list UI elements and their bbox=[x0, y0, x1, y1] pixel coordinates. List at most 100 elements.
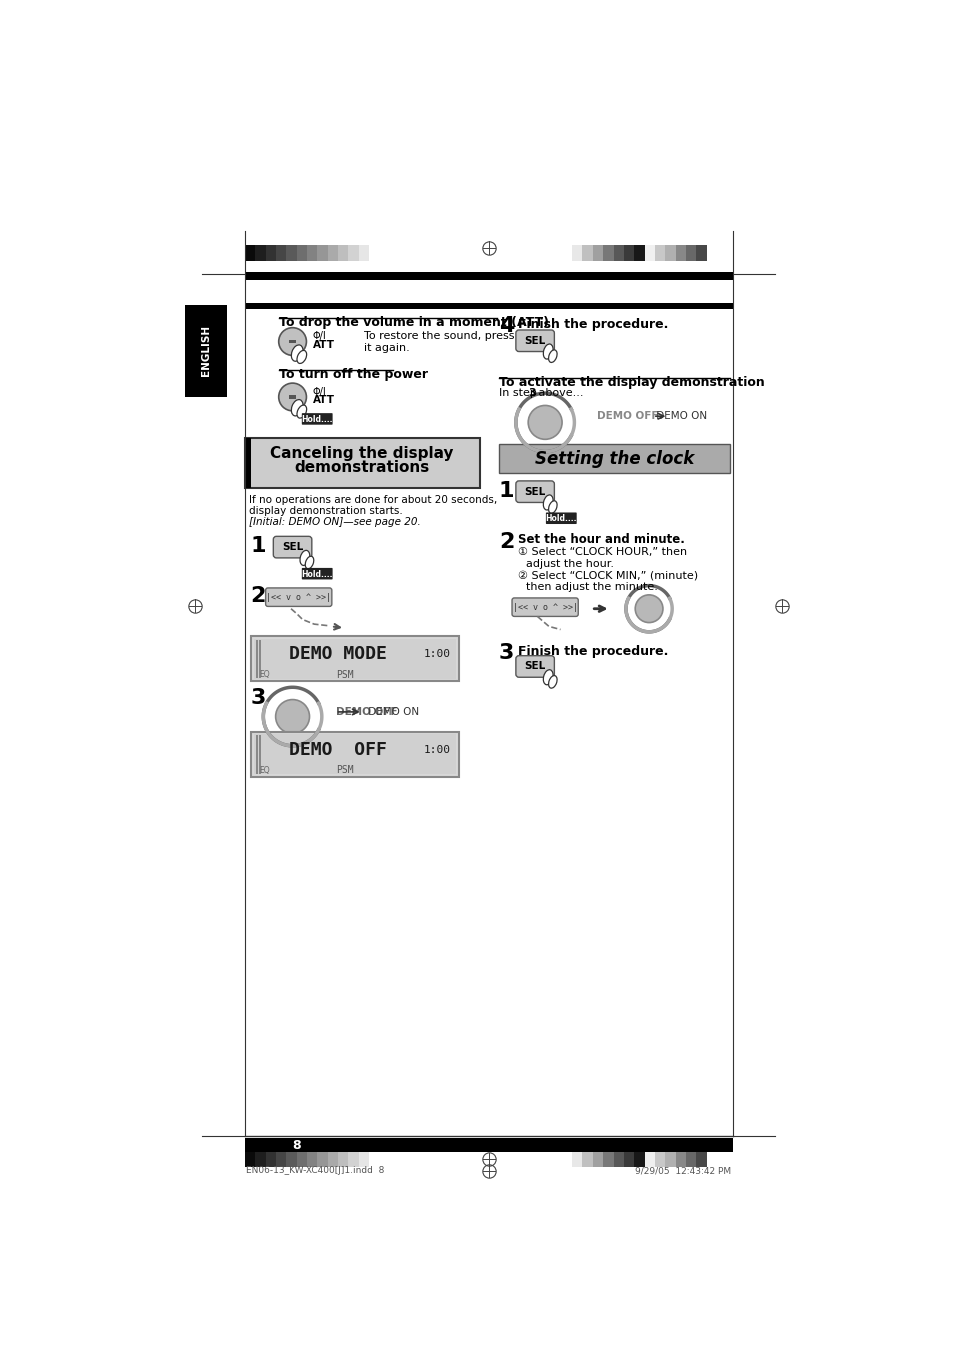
Circle shape bbox=[275, 700, 309, 734]
Text: 1: 1 bbox=[498, 481, 514, 501]
Ellipse shape bbox=[548, 501, 557, 513]
Bar bbox=[634, 246, 644, 261]
Text: 2: 2 bbox=[498, 532, 514, 551]
Bar bbox=[623, 246, 634, 261]
FancyBboxPatch shape bbox=[516, 330, 554, 351]
Text: Φ/I: Φ/I bbox=[313, 331, 326, 342]
Circle shape bbox=[635, 594, 662, 623]
Bar bbox=[696, 1151, 706, 1167]
Text: it again.: it again. bbox=[364, 343, 410, 353]
Bar bbox=[613, 246, 623, 261]
Bar bbox=[675, 1151, 685, 1167]
Text: DEMO OFF: DEMO OFF bbox=[597, 411, 659, 422]
Bar bbox=[253, 734, 456, 774]
FancyBboxPatch shape bbox=[512, 598, 578, 616]
Bar bbox=[251, 732, 458, 777]
Text: DEMO ON: DEMO ON bbox=[652, 411, 706, 422]
Text: |<< v o ^ >>|: |<< v o ^ >>| bbox=[266, 593, 331, 601]
Text: 3: 3 bbox=[250, 688, 265, 708]
Bar bbox=[258, 735, 260, 774]
Bar bbox=[328, 1151, 337, 1167]
Bar bbox=[644, 1151, 655, 1167]
Ellipse shape bbox=[543, 345, 553, 359]
Ellipse shape bbox=[291, 400, 303, 416]
Ellipse shape bbox=[296, 405, 306, 417]
FancyBboxPatch shape bbox=[301, 567, 333, 580]
Text: DEMO ON: DEMO ON bbox=[365, 707, 418, 717]
Bar bbox=[696, 246, 706, 261]
Bar bbox=[265, 246, 275, 261]
Bar bbox=[286, 246, 296, 261]
Bar bbox=[337, 1151, 348, 1167]
Text: 4: 4 bbox=[498, 316, 514, 336]
Ellipse shape bbox=[305, 557, 314, 569]
Bar bbox=[251, 636, 458, 681]
FancyBboxPatch shape bbox=[545, 512, 577, 524]
Text: EQ: EQ bbox=[259, 670, 270, 680]
Ellipse shape bbox=[299, 550, 310, 566]
Bar bbox=[265, 1151, 275, 1167]
Text: EN06-13_KW-XC400[J]1.indd  8: EN06-13_KW-XC400[J]1.indd 8 bbox=[246, 1166, 384, 1175]
Bar bbox=[245, 1151, 255, 1167]
Circle shape bbox=[278, 328, 306, 355]
Text: PSM: PSM bbox=[335, 670, 353, 680]
Text: Φ/I: Φ/I bbox=[313, 386, 326, 397]
Text: Setting the clock: Setting the clock bbox=[535, 450, 694, 467]
Text: 3: 3 bbox=[498, 643, 514, 663]
Bar bbox=[592, 246, 602, 261]
Bar bbox=[253, 639, 456, 678]
Bar bbox=[572, 246, 582, 261]
Bar bbox=[275, 1151, 286, 1167]
Bar bbox=[258, 639, 260, 678]
Bar bbox=[655, 246, 664, 261]
Bar bbox=[582, 246, 592, 261]
Bar bbox=[289, 396, 296, 399]
Text: To activate the display demonstration: To activate the display demonstration bbox=[498, 376, 764, 389]
Bar bbox=[685, 1151, 696, 1167]
Bar bbox=[255, 246, 265, 261]
Bar bbox=[255, 639, 257, 678]
Text: Hold....: Hold.... bbox=[301, 570, 333, 578]
Text: 2: 2 bbox=[250, 585, 265, 605]
Text: EQ: EQ bbox=[259, 766, 270, 775]
Circle shape bbox=[528, 405, 561, 439]
Bar bbox=[317, 1151, 328, 1167]
Ellipse shape bbox=[543, 494, 553, 509]
Bar bbox=[307, 246, 317, 261]
Text: 1:00: 1:00 bbox=[423, 744, 451, 755]
Bar bbox=[369, 246, 379, 261]
Text: To turn off the power: To turn off the power bbox=[279, 369, 428, 381]
Bar bbox=[185, 304, 227, 397]
Bar bbox=[644, 246, 655, 261]
Text: adjust the hour.: adjust the hour. bbox=[525, 559, 613, 569]
Bar bbox=[634, 1151, 644, 1167]
Text: |<< v o ^ >>|: |<< v o ^ >>| bbox=[512, 603, 577, 612]
Text: SEL: SEL bbox=[282, 542, 303, 553]
FancyBboxPatch shape bbox=[516, 655, 554, 677]
Bar bbox=[317, 246, 328, 261]
Bar bbox=[296, 246, 307, 261]
Bar bbox=[307, 1151, 317, 1167]
Text: display demonstration starts.: display demonstration starts. bbox=[249, 507, 402, 516]
Bar bbox=[358, 246, 369, 261]
Bar bbox=[255, 735, 257, 774]
Text: ENGLISH: ENGLISH bbox=[201, 326, 211, 377]
FancyBboxPatch shape bbox=[301, 413, 333, 424]
Text: To drop the volume in a moment (ATT): To drop the volume in a moment (ATT) bbox=[279, 316, 549, 330]
Bar bbox=[337, 246, 348, 261]
Bar bbox=[664, 246, 675, 261]
Text: PSM: PSM bbox=[335, 766, 353, 775]
Text: To restore the sound, press: To restore the sound, press bbox=[364, 331, 515, 342]
Bar bbox=[675, 246, 685, 261]
Bar bbox=[685, 246, 696, 261]
Text: DEMO OFF: DEMO OFF bbox=[335, 707, 396, 717]
Text: above...: above... bbox=[535, 388, 583, 397]
Bar bbox=[592, 1151, 602, 1167]
Bar bbox=[245, 303, 732, 309]
Bar bbox=[255, 1151, 265, 1167]
Text: ② Select “CLOCK MIN,” (minute): ② Select “CLOCK MIN,” (minute) bbox=[517, 570, 698, 580]
Text: Finish the procedure.: Finish the procedure. bbox=[517, 644, 668, 658]
Text: SEL: SEL bbox=[524, 336, 545, 346]
Ellipse shape bbox=[548, 676, 557, 688]
Bar bbox=[245, 273, 732, 280]
